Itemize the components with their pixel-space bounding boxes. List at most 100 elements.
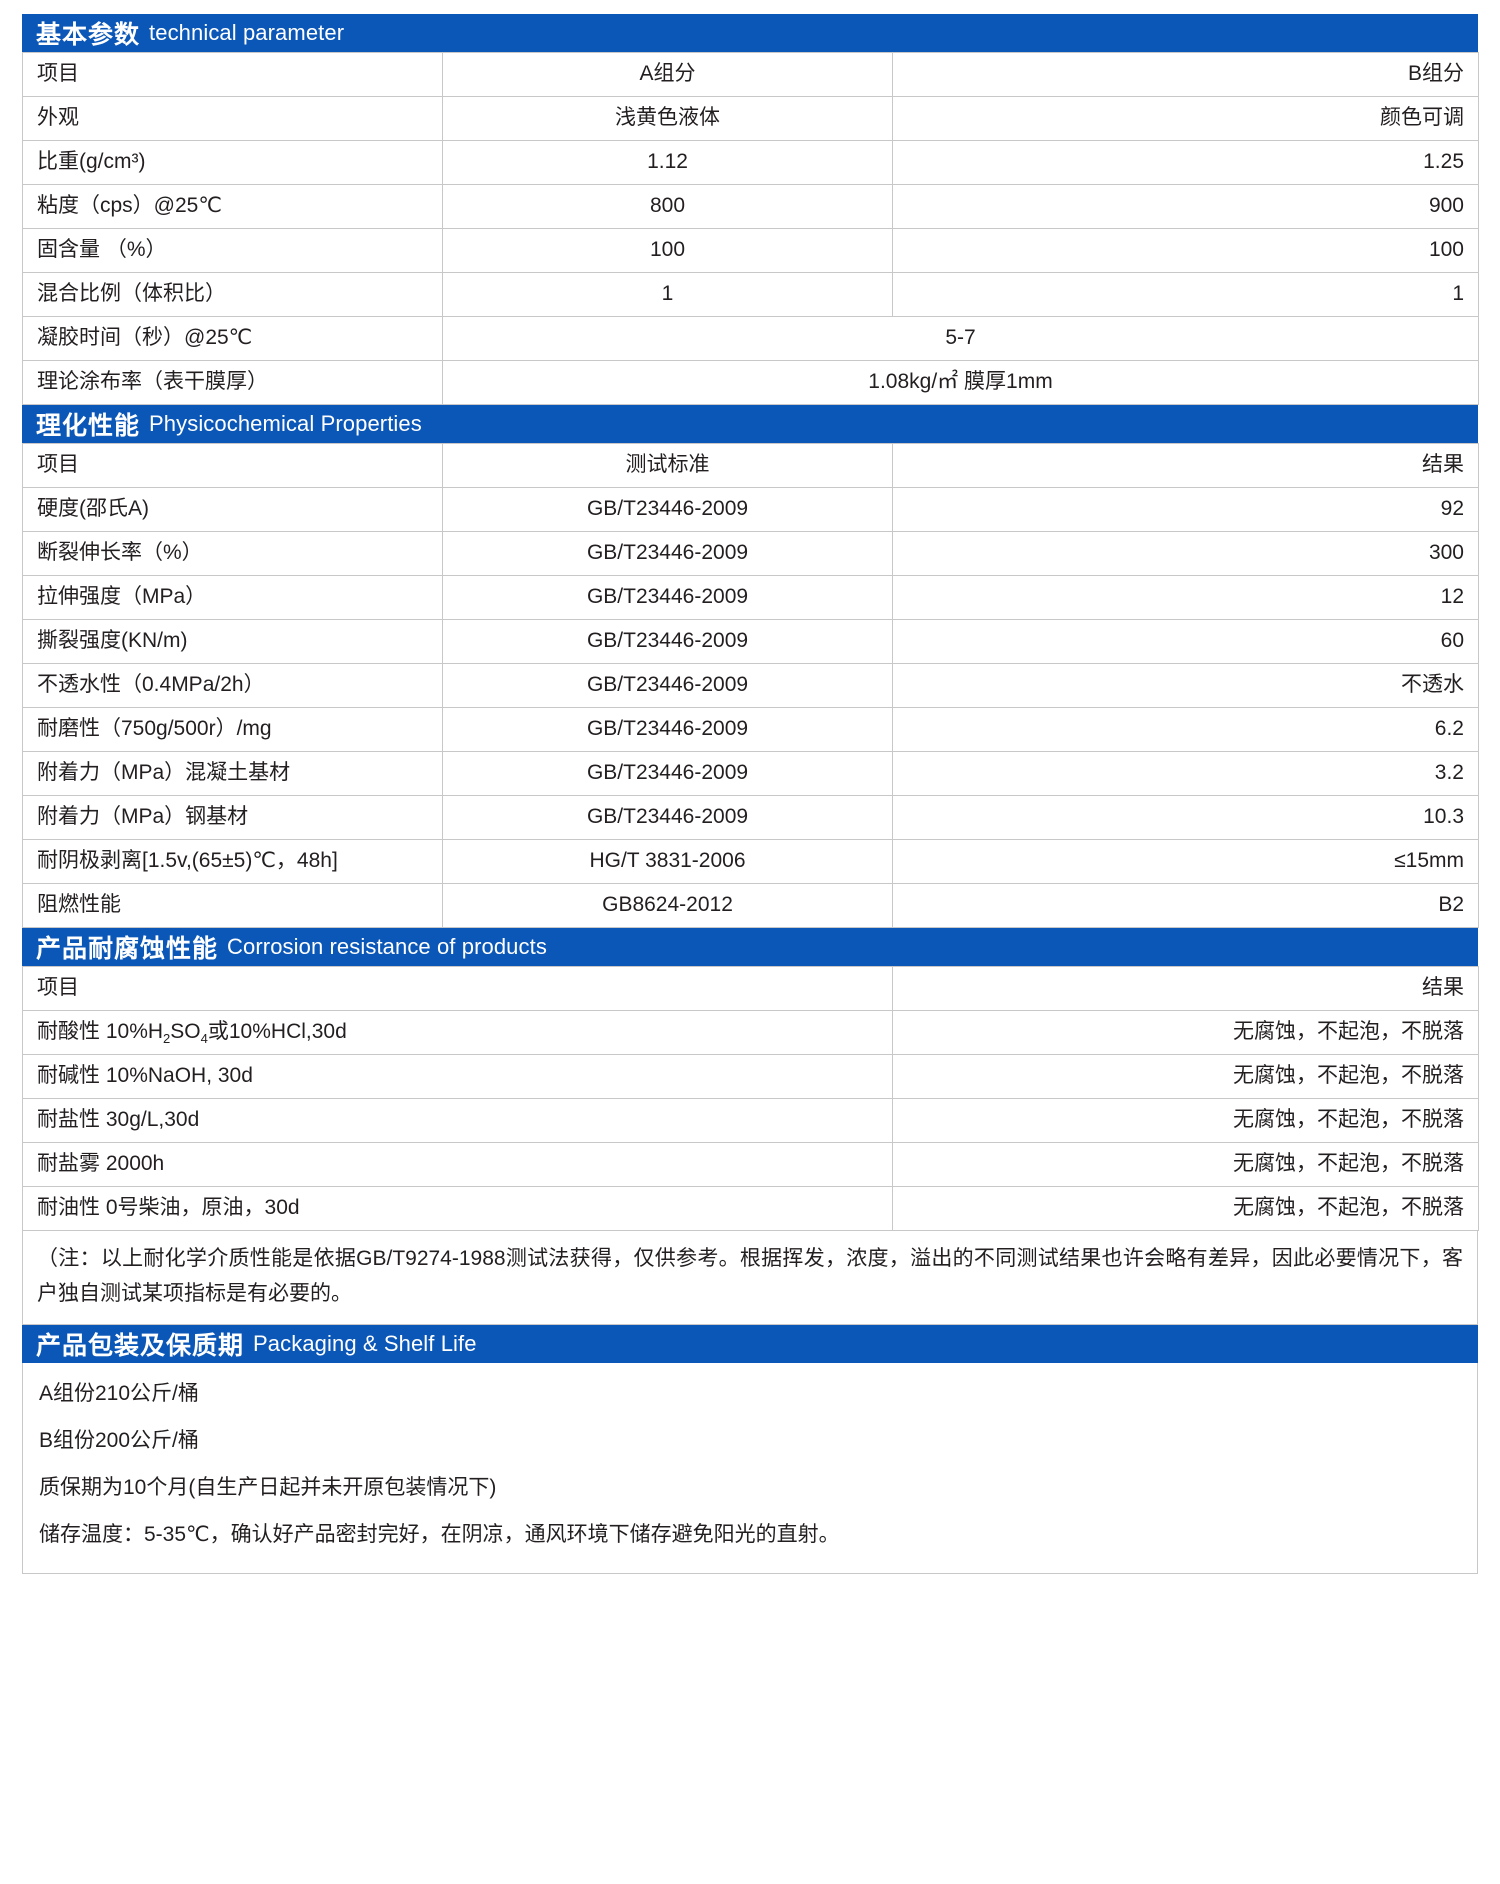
row-value-shared: 1.08kg/㎡ 膜厚1mm <box>442 360 1479 405</box>
section-header-physicochemical-properties: 理化性能 Physicochemical Properties <box>22 405 1478 443</box>
row-label: 理论涂布率（表干膜厚） <box>22 360 443 405</box>
section-header-technical-parameter: 基本参数 technical parameter <box>22 14 1478 52</box>
row-result: 无腐蚀，不起泡，不脱落 <box>892 1186 1479 1231</box>
row-label: 耐盐性 30g/L,30d <box>22 1098 893 1143</box>
row-value-a: 800 <box>442 184 893 229</box>
row-value-a: 1.12 <box>442 140 893 185</box>
table-row: 不透水性（0.4MPa/2h） GB/T23446-2009 不透水 <box>22 663 1479 708</box>
row-result: 无腐蚀，不起泡，不脱落 <box>892 1054 1479 1099</box>
column-header-item: 项目 <box>22 443 443 488</box>
row-label: 外观 <box>22 96 443 141</box>
table-row: 附着力（MPa）钢基材 GB/T23446-2009 10.3 <box>22 795 1479 840</box>
table-row: 外观 浅黄色液体 颜色可调 <box>22 96 1479 141</box>
row-value-a: 1 <box>442 272 893 317</box>
column-header-component-a: A组分 <box>442 52 893 97</box>
section-title-en: Packaging & Shelf Life <box>253 1330 477 1356</box>
row-label: 不透水性（0.4MPa/2h） <box>22 663 443 708</box>
table-header-row: 项目 结果 <box>22 966 1479 1011</box>
table-row: 理论涂布率（表干膜厚） 1.08kg/㎡ 膜厚1mm <box>22 360 1479 405</box>
row-result: 无腐蚀，不起泡，不脱落 <box>892 1098 1479 1143</box>
row-standard: GB/T23446-2009 <box>442 487 893 532</box>
row-result: 92 <box>892 487 1479 532</box>
row-result: 12 <box>892 575 1479 620</box>
table-row: 比重(g/cm³) 1.12 1.25 <box>22 140 1479 185</box>
column-header-item: 项目 <box>22 52 443 97</box>
table-row: 固含量 （%） 100 100 <box>22 228 1479 273</box>
row-label: 附着力（MPa）钢基材 <box>22 795 443 840</box>
row-value-b: 100 <box>892 228 1479 273</box>
row-label: 附着力（MPa）混凝土基材 <box>22 751 443 796</box>
table-header-row: 项目 A组分 B组分 <box>22 52 1479 97</box>
section-title-cn: 产品耐腐蚀性能 <box>36 935 219 963</box>
row-label: 混合比例（体积比） <box>22 272 443 317</box>
table-row: 耐磨性（750g/500r）/mg GB/T23446-2009 6.2 <box>22 707 1479 752</box>
row-value-b: 颜色可调 <box>892 96 1479 141</box>
table-row: 阻燃性能 GB8624-2012 B2 <box>22 883 1479 928</box>
table-row: 撕裂强度(KN/m) GB/T23446-2009 60 <box>22 619 1479 664</box>
table-row: 硬度(邵氏A) GB/T23446-2009 92 <box>22 487 1479 532</box>
table-row: 凝胶时间（秒）@25℃ 5-7 <box>22 316 1479 361</box>
row-standard: GB/T23446-2009 <box>442 531 893 576</box>
row-result: B2 <box>892 883 1479 928</box>
section-header-corrosion-resistance: 产品耐腐蚀性能 Corrosion resistance of products <box>22 928 1478 966</box>
column-header-result: 结果 <box>892 443 1479 488</box>
row-value-a: 浅黄色液体 <box>442 96 893 141</box>
row-result: 10.3 <box>892 795 1479 840</box>
packaging-line: 质保期为10个月(自生产日起并未开原包装情况下) <box>39 1475 497 1499</box>
table-row: 耐碱性 10%NaOH, 30d 无腐蚀，不起泡，不脱落 <box>22 1054 1479 1099</box>
technical-parameter-table: 项目 A组分 B组分 外观 浅黄色液体 颜色可调 比重(g/cm³) 1.12 … <box>22 52 1479 405</box>
row-result: 不透水 <box>892 663 1479 708</box>
column-header-standard: 测试标准 <box>442 443 893 488</box>
row-value-a: 100 <box>442 228 893 273</box>
row-standard: HG/T 3831-2006 <box>442 839 893 884</box>
row-standard: GB/T23446-2009 <box>442 575 893 620</box>
row-standard: GB/T23446-2009 <box>442 795 893 840</box>
section-title-en: technical parameter <box>149 20 345 45</box>
column-header-component-b: B组分 <box>892 52 1479 97</box>
row-value-b: 1.25 <box>892 140 1479 185</box>
row-label: 硬度(邵氏A) <box>22 487 443 532</box>
table-row: 附着力（MPa）混凝土基材 GB/T23446-2009 3.2 <box>22 751 1479 796</box>
table-row: 耐阴极剥离[1.5v,(65±5)℃，48h] HG/T 3831-2006 ≤… <box>22 839 1479 884</box>
table-row: 耐盐性 30g/L,30d 无腐蚀，不起泡，不脱落 <box>22 1098 1479 1143</box>
corrosion-resistance-table: 项目 结果 耐酸性 10%H2SO4或10%HCl,30d 无腐蚀，不起泡，不脱… <box>22 966 1479 1231</box>
row-label: 比重(g/cm³) <box>22 140 443 185</box>
row-label: 耐磨性（750g/500r）/mg <box>22 707 443 752</box>
section-title-en: Corrosion resistance of products <box>227 934 547 959</box>
row-value-b: 1 <box>892 272 1479 317</box>
row-label: 撕裂强度(KN/m) <box>22 619 443 664</box>
physicochemical-properties-table: 项目 测试标准 结果 硬度(邵氏A) GB/T23446-2009 92 断裂伸… <box>22 443 1479 928</box>
table-row: 耐盐雾 2000h 无腐蚀，不起泡，不脱落 <box>22 1142 1479 1187</box>
product-datasheet: 基本参数 technical parameter 项目 A组分 B组分 外观 浅… <box>22 14 1479 1575</box>
row-label: 拉伸强度（MPa） <box>22 575 443 620</box>
table-row: 混合比例（体积比） 1 1 <box>22 272 1479 317</box>
row-label: 断裂伸长率（%） <box>22 531 443 576</box>
section-title-en: Physicochemical Properties <box>149 411 422 436</box>
packaging-line: B组份200公斤/桶 <box>39 1428 199 1452</box>
row-label: 阻燃性能 <box>22 883 443 928</box>
row-value-b: 900 <box>892 184 1479 229</box>
row-label: 耐碱性 10%NaOH, 30d <box>22 1054 893 1099</box>
row-standard: GB/T23446-2009 <box>442 751 893 796</box>
row-result: 无腐蚀，不起泡，不脱落 <box>892 1142 1479 1187</box>
row-label: 耐油性 0号柴油，原油，30d <box>22 1186 893 1231</box>
section-title-cn: 产品包装及保质期 <box>36 1331 245 1360</box>
corrosion-test-note: （注：以上耐化学介质性能是依据GB/T9274-1988测试法获得，仅供参考。根… <box>22 1231 1478 1325</box>
section-title-cn: 基本参数 <box>36 21 141 49</box>
packaging-details: A组份210公斤/桶 B组份200公斤/桶 质保期为10个月(自生产日起并未开原… <box>22 1362 1478 1575</box>
row-label: 耐阴极剥离[1.5v,(65±5)℃，48h] <box>22 839 443 884</box>
packaging-line: 储存温度：5-35℃，确认好产品密封完好，在阴凉，通风环境下储存避免阳光的直射。 <box>39 1523 840 1547</box>
row-label: 粘度（cps）@25℃ <box>22 184 443 229</box>
row-result: 6.2 <box>892 707 1479 752</box>
row-result: 60 <box>892 619 1479 664</box>
row-standard: GB/T23446-2009 <box>442 619 893 664</box>
row-result: ≤15mm <box>892 839 1479 884</box>
row-label: 凝胶时间（秒）@25℃ <box>22 316 443 361</box>
table-header-row: 项目 测试标准 结果 <box>22 443 1479 488</box>
row-result: 无腐蚀，不起泡，不脱落 <box>892 1010 1479 1055</box>
row-result: 300 <box>892 531 1479 576</box>
row-standard: GB8624-2012 <box>442 883 893 928</box>
column-header-item: 项目 <box>22 966 893 1011</box>
row-label: 耐盐雾 2000h <box>22 1142 893 1187</box>
row-label: 固含量 （%） <box>22 228 443 273</box>
